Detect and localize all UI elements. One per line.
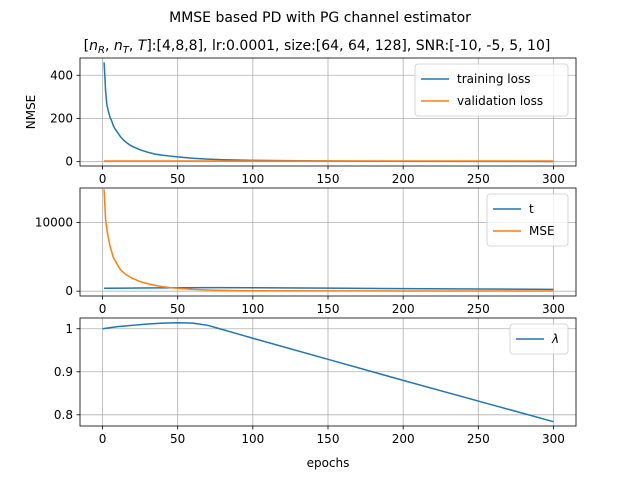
- x-tick-label: 250: [467, 172, 490, 186]
- legend-box: [486, 193, 569, 247]
- x-tick-label: 300: [542, 302, 565, 316]
- x-tick-label: 50: [170, 172, 185, 186]
- legend: t MSE: [486, 193, 569, 247]
- y-tick-label: 0: [65, 284, 73, 298]
- subplot-2: 0 50 100 150 200 250 300 0 10000 t MSE: [35, 187, 577, 316]
- figure-subtitle: [nR, nT, T]:[4,8,8], lr:0.0001, size:[64…: [84, 38, 551, 56]
- series-line-1: [104, 286, 554, 291]
- x-tick-label: 250: [467, 432, 490, 446]
- series-line-2: [103, 189, 554, 292]
- legend-label: t: [529, 202, 534, 216]
- x-tick-label: 0: [99, 432, 107, 446]
- x-tick-label: 50: [170, 302, 185, 316]
- y-tick-label: 200: [50, 111, 73, 125]
- legend-label: validation loss: [457, 94, 543, 108]
- x-tick-label: 0: [99, 172, 107, 186]
- x-tick-label: 250: [467, 302, 490, 316]
- legend-label: λ: [551, 332, 559, 346]
- x-tick-label: 0: [99, 302, 107, 316]
- x-tick-label: 100: [241, 302, 264, 316]
- legend: λ: [509, 323, 569, 355]
- y-tick-label: 0.8: [54, 408, 73, 422]
- x-tick-label: 100: [241, 172, 264, 186]
- x-tick-label: 300: [542, 432, 565, 446]
- y-tick-label: 0: [65, 155, 73, 169]
- x-tick-label: 150: [317, 432, 340, 446]
- series-line-1: [103, 62, 554, 163]
- x-axis-label: epochs: [307, 456, 350, 470]
- legend: training loss validation loss: [414, 63, 569, 117]
- subplot-1: 0 50 100 150 200 250 300 0 200 400 NMSE training lo…: [24, 57, 577, 186]
- series-line-1: [102, 321, 554, 423]
- figure-title: MMSE based PD with PG channel estimator: [169, 10, 471, 26]
- x-tick-label: 150: [317, 172, 340, 186]
- x-tick-label: 100: [241, 432, 264, 446]
- y-tick-label: 10000: [35, 215, 73, 229]
- y-tick-label: 0.9: [54, 365, 73, 379]
- x-tick-label: 50: [170, 432, 185, 446]
- y-tick-label: 400: [50, 68, 73, 82]
- legend-label: training loss: [457, 72, 530, 86]
- y-axis-label: NMSE: [24, 95, 38, 130]
- legend-label: MSE: [529, 224, 555, 238]
- legend-box: [414, 63, 569, 117]
- x-tick-label: 200: [392, 302, 415, 316]
- x-tick-label: 200: [392, 432, 415, 446]
- x-tick-label: 150: [317, 302, 340, 316]
- subplot-3: 0 50 100 150 200 250 300 0.8 0.9 1 λ: [54, 317, 577, 446]
- x-tick-label: 200: [392, 172, 415, 186]
- y-tick-label: 1: [65, 322, 73, 336]
- x-tick-label: 300: [542, 172, 565, 186]
